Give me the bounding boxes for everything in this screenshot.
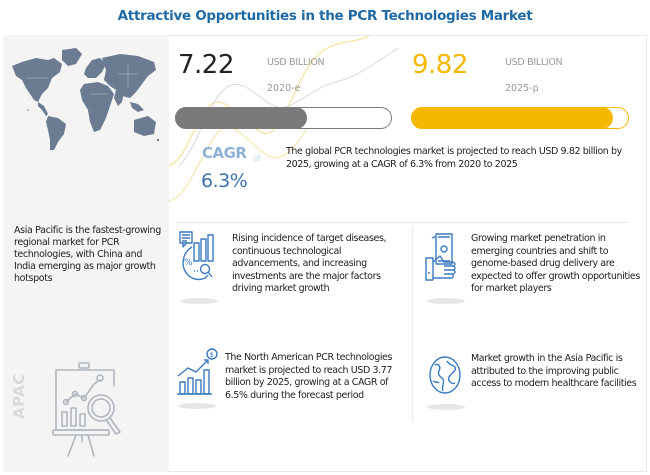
cagr-value: 6.3% — [201, 170, 248, 192]
progress-bar-2025 — [411, 107, 629, 129]
analytics-percent-icon: % — [179, 231, 214, 281]
svg-text:$: $ — [210, 351, 214, 359]
year-label-2020: 2020-e — [267, 83, 301, 94]
cagr-of-label: of — [253, 153, 261, 163]
icon-shadow — [427, 298, 465, 304]
card-text-asia-pacific: Market growth in the Asia Pacific is att… — [471, 353, 637, 389]
card-text-north-america: The North American PCR technologies mark… — [225, 352, 393, 401]
market-summary: The global PCR technologies market is pr… — [286, 146, 622, 170]
card-text-growth-drivers: Rising incidence of target diseases, con… — [232, 233, 387, 294]
progress-fill-2020 — [175, 107, 307, 129]
globe-icon — [429, 356, 461, 394]
apac-description: Asia Pacific is the fastest-growing regi… — [14, 225, 161, 284]
dollar-growth-chart-icon: $ — [177, 348, 218, 395]
page-title: Attractive Opportunities in the PCR Tech… — [117, 8, 533, 24]
year-label-2025: 2025-p — [505, 83, 539, 94]
card-text-opportunities: Growing market penetration in emerging c… — [471, 233, 640, 294]
world-map-icon — [12, 48, 160, 150]
unit-label-2020: USD BILLION — [267, 57, 325, 68]
svg-text:%: % — [184, 258, 193, 268]
icon-shadow — [180, 298, 218, 304]
unit-label-2025: USD BILLION — [505, 57, 563, 68]
region-label: APAC — [10, 373, 28, 419]
cagr-label: CAGR — [202, 144, 247, 162]
divider-vertical — [412, 226, 413, 422]
progress-bar-2020 — [175, 107, 392, 129]
presentation-chart-magnifier-icon — [52, 362, 121, 457]
money-hand-icon — [425, 233, 456, 281]
icon-shadow — [178, 403, 216, 409]
icon-shadow — [427, 404, 465, 410]
divider-horizontal — [176, 222, 629, 223]
progress-fill-2025 — [411, 107, 613, 129]
market-value-2020: 7.22 — [178, 50, 234, 80]
market-value-2025: 9.82 — [412, 50, 468, 80]
